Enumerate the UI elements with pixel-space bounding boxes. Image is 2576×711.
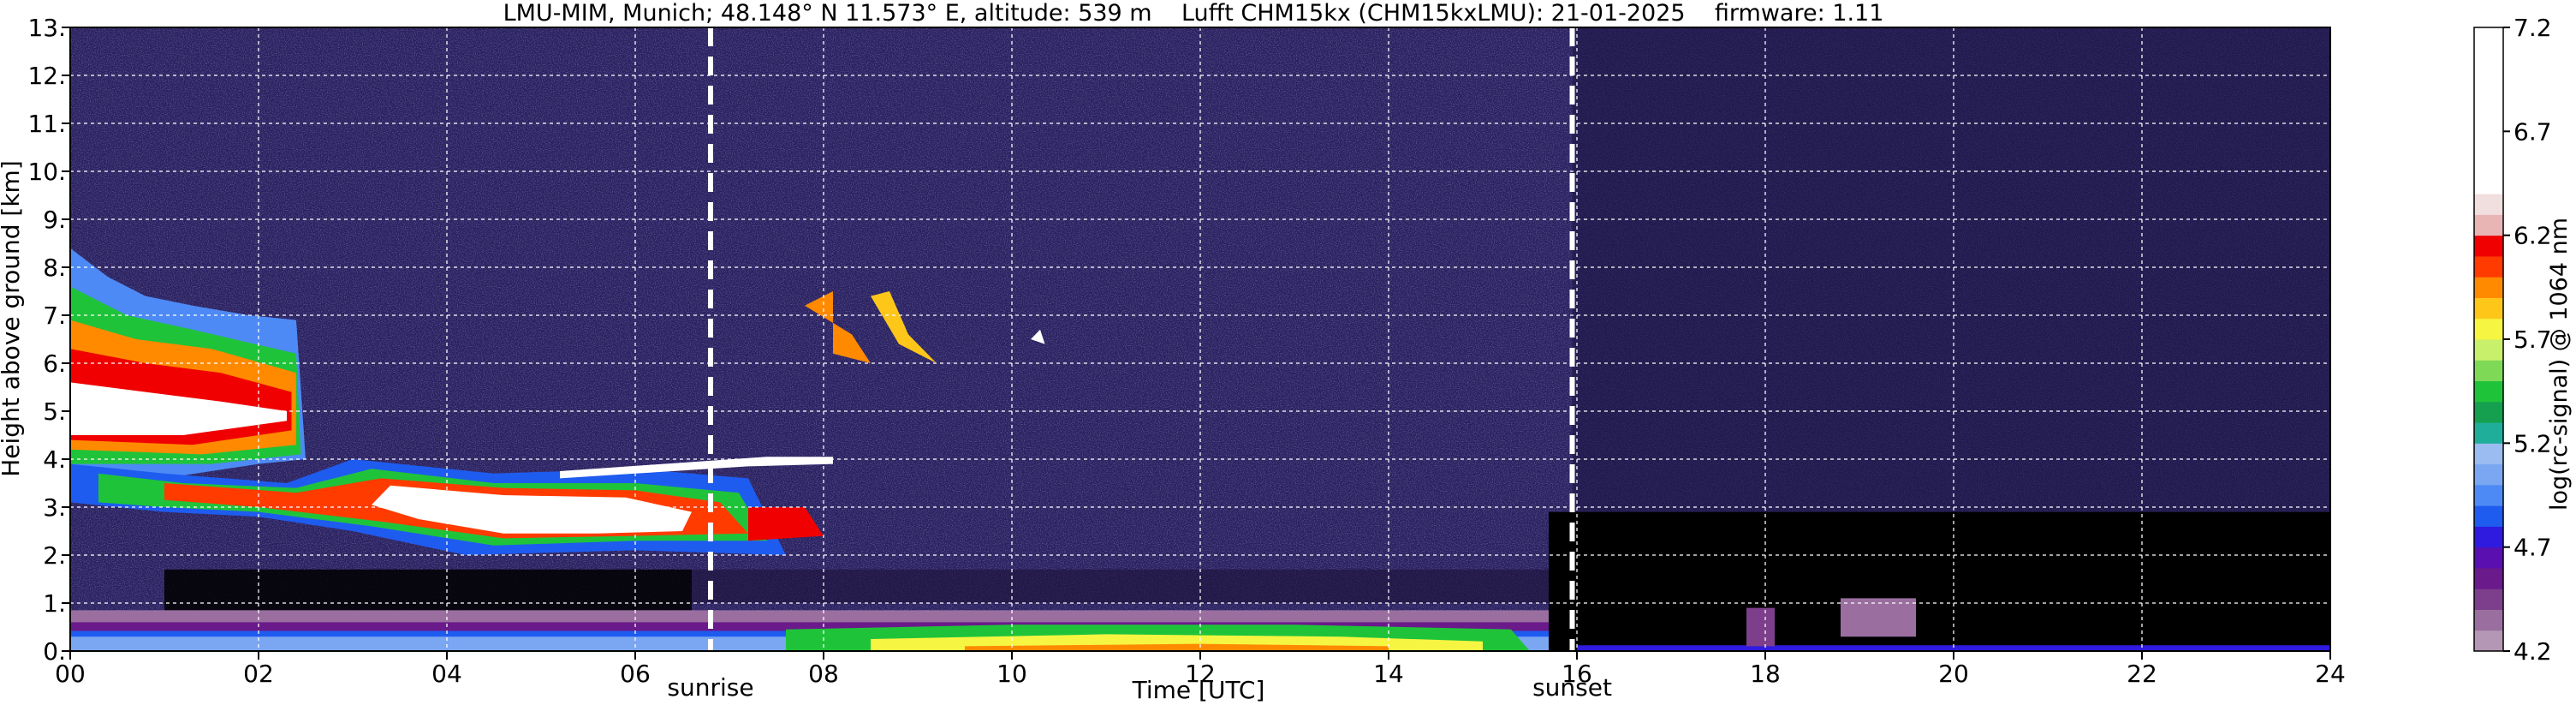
sun-markers: sunrise sunset bbox=[667, 27, 1612, 702]
y-axis: 0. 1. 2. 3. 4. 5. 6. 7. 8. 9. 10. 11. 12. 13. bbox=[27, 14, 70, 666]
colorbar-level-8 bbox=[2474, 463, 2503, 486]
colorbar-tick-label-0: 4.2 bbox=[2514, 637, 2552, 666]
colorbar-level-11 bbox=[2474, 401, 2503, 423]
colorbar-level-2 bbox=[2474, 589, 2503, 610]
sunrise-label: sunrise bbox=[667, 673, 753, 702]
colorbar-level-17 bbox=[2474, 277, 2503, 298]
y-tick-label-11: 11. bbox=[27, 110, 66, 138]
fallstreak-1 bbox=[805, 291, 871, 363]
colorbar-level-13 bbox=[2474, 360, 2503, 382]
colorbar-level-21 bbox=[2474, 194, 2503, 215]
colorbar-level-18 bbox=[2474, 255, 2503, 278]
x-tick-label-11: 22 bbox=[2127, 660, 2157, 688]
y-tick-label-6: 6. bbox=[43, 350, 66, 378]
colorbar-level-20 bbox=[2474, 214, 2503, 236]
y-tick-label-7: 7. bbox=[43, 302, 66, 330]
colorbar-level-0 bbox=[2474, 630, 2503, 652]
colorbar-level-9 bbox=[2474, 443, 2503, 465]
colorbar-level-7 bbox=[2474, 484, 2503, 506]
x-tick-label-8: 16 bbox=[1562, 660, 1592, 688]
y-tick-label-9: 9. bbox=[43, 206, 66, 234]
colorbar-tick-label-3: 5.7 bbox=[2514, 326, 2552, 354]
y-tick-label-2: 2. bbox=[43, 541, 66, 570]
signal-features bbox=[70, 27, 2330, 651]
day-clear-gap bbox=[692, 569, 1549, 603]
x-axis: 00 02 04 06 08 10 12 14 16 18 20 22 24 bbox=[55, 651, 2346, 688]
x-tick-label-0: 00 bbox=[55, 660, 86, 688]
colorbar-tick-label-1: 4.7 bbox=[2514, 534, 2552, 562]
x-tick-label-7: 14 bbox=[1373, 660, 1404, 688]
x-axis-label: Time [UTC] bbox=[1132, 676, 1265, 704]
fallstreak-2 bbox=[871, 291, 937, 363]
x-tick-label-1: 02 bbox=[243, 660, 274, 688]
surface-orange bbox=[965, 643, 1389, 651]
colorbar-level-16 bbox=[2474, 297, 2503, 320]
night-aerosol-plume bbox=[1841, 598, 1916, 637]
y-tick-label-0: 0. bbox=[43, 637, 66, 666]
colorbar-level-10 bbox=[2474, 422, 2503, 444]
sunset-label: sunset bbox=[1532, 673, 1612, 702]
x-tick-label-5: 10 bbox=[996, 660, 1027, 688]
colorbar-level-15 bbox=[2474, 318, 2503, 340]
morning-clear-gap bbox=[164, 569, 692, 623]
grid-lines bbox=[70, 27, 2330, 651]
night-no-signal bbox=[1549, 511, 2330, 651]
colorbar-level-3 bbox=[2474, 567, 2503, 589]
y-tick-label-12: 12. bbox=[27, 62, 66, 90]
x-tick-label-10: 20 bbox=[1938, 660, 1969, 688]
x-tick-label-9: 18 bbox=[1750, 660, 1781, 688]
colorbar-tick-label-2: 5.2 bbox=[2514, 429, 2552, 457]
x-tick-label-4: 08 bbox=[808, 660, 839, 688]
colorbar-level-6 bbox=[2474, 505, 2503, 527]
y-tick-label-1: 1. bbox=[43, 589, 66, 618]
colorbar-level-22 bbox=[2474, 27, 2503, 194]
x-tick-label-3: 06 bbox=[620, 660, 651, 688]
colorbar-level-1 bbox=[2474, 609, 2503, 631]
colorbar-level-12 bbox=[2474, 380, 2503, 403]
thin-cloud-streak bbox=[560, 457, 833, 479]
night-upper bbox=[1572, 27, 2330, 512]
y-tick-label-4: 4. bbox=[43, 445, 66, 474]
y-tick-label-10: 10. bbox=[27, 158, 66, 186]
colorbar-tick-label-5: 6.7 bbox=[2514, 117, 2552, 146]
colorbar-label: log(rc-signal) @ 1064 nm bbox=[2546, 218, 2573, 511]
y-tick-label-3: 3. bbox=[43, 493, 66, 522]
y-tick-label-8: 8. bbox=[43, 254, 66, 282]
y-tick-label-5: 5. bbox=[43, 397, 66, 426]
y-tick-label-13: 13. bbox=[27, 14, 66, 42]
x-tick-label-12: 24 bbox=[2315, 660, 2346, 688]
colorbar-level-19 bbox=[2474, 235, 2503, 257]
x-tick-label-6: 12 bbox=[1185, 660, 1216, 688]
colorbar-tick-label-6: 7.2 bbox=[2514, 14, 2552, 42]
mid-cloud-core bbox=[372, 485, 692, 534]
chart-title: LMU-MIM, Munich; 48.148° N 11.573° E, al… bbox=[503, 0, 1884, 27]
x-tick-label-2: 04 bbox=[431, 660, 462, 688]
colorbar-level-5 bbox=[2474, 526, 2503, 548]
late-cloud-patch bbox=[748, 507, 824, 541]
small-streak bbox=[1031, 329, 1045, 344]
y-axis-label: Height above ground [km] bbox=[0, 160, 25, 477]
night-aerosol-spike bbox=[1746, 607, 1775, 647]
upper-cloud-core bbox=[70, 382, 287, 435]
colorbar-level-4 bbox=[2474, 547, 2503, 569]
colorbar-level-14 bbox=[2474, 339, 2503, 361]
colorbar: 4.2 4.7 5.2 5.7 6.2 6.7 7.2 bbox=[2473, 14, 2552, 666]
colorbar-tick-label-4: 6.2 bbox=[2514, 222, 2552, 250]
